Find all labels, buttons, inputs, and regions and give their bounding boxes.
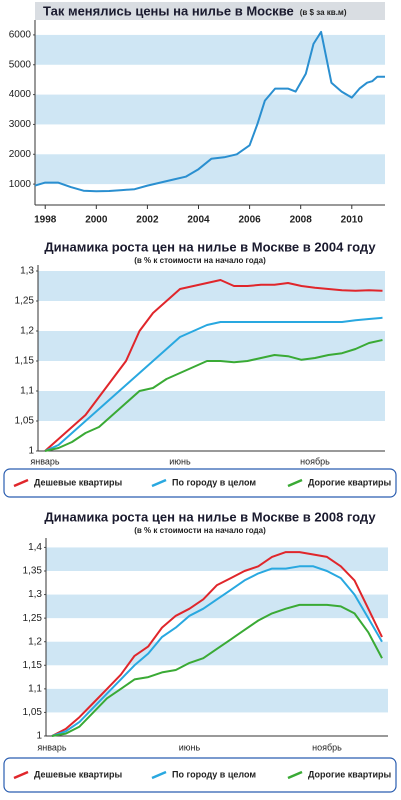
y-tick-label: 1,2 [28,636,42,647]
legend-swatch [13,478,29,488]
y-tick-label: 1,3 [20,266,34,277]
band [38,331,385,361]
band [46,547,388,571]
y-tick-label: 1,05 [23,707,43,718]
series-line [51,603,383,737]
x-tick-label: 2002 [136,215,159,226]
series-line [51,551,383,737]
legend-box [3,757,397,793]
legend-label: Дорогие квартиры [308,477,392,487]
y-tick-label: 1000 [9,179,32,190]
chart-title: Динамика роста цен на нилье в Москве в 2… [44,239,376,254]
y-tick-label: 1,4 [28,542,42,553]
band [38,271,385,301]
y-tick-label: 1,1 [28,683,42,694]
legend-label: По городу в целом [172,477,256,487]
legend-label: Дешевые квартиры [34,477,122,487]
y-tick-label: 1,25 [23,613,43,624]
band [46,641,388,666]
legend-swatch [151,478,167,488]
band [46,688,388,713]
band [35,34,385,65]
chart-title: Динамика роста цен на нилье в Москве в 2… [44,509,376,524]
y-tick-label: 4000 [9,89,32,100]
y-tick-label: 1,15 [23,660,43,671]
y-tick-label: 1 [36,731,42,742]
y-tick-label: 1 [28,446,34,457]
legend-label: Дешевые квартиры [34,769,122,779]
legend-swatch [13,770,29,780]
y-tick-label: 5000 [9,59,32,70]
legend-swatch [287,478,303,488]
series-line [51,565,383,737]
x-tick-label: 2000 [85,215,108,226]
y-tick-label: 3000 [9,119,32,130]
y-tick-label: 1,2 [20,326,34,337]
y-tick-label: 1,25 [15,296,35,307]
chart-title: Так менялись цены на нилье в Москве [43,3,294,18]
title-bg [35,2,385,20]
y-tick-label: 1,05 [15,416,35,427]
x-tick-label: 2006 [238,215,261,226]
x-tick-label: ноябрь [300,456,330,466]
x-tick-label: ноябрь [312,742,342,752]
y-tick-label: 1,1 [20,386,34,397]
chart-subtitle: (в % к стоимости на начало года) [134,526,266,535]
x-tick-label: июнь [179,742,201,752]
y-tick-label: 1,3 [28,589,42,600]
legend-label: По городу в целом [172,769,256,779]
band [46,594,388,619]
legend-box [3,468,397,498]
series-line [44,339,383,452]
y-tick-label: 6000 [9,30,32,41]
series-line [44,279,383,452]
title-note: (в $ за кв.м) [300,8,347,17]
band [38,391,385,421]
x-tick-label: январь [30,456,60,466]
legend-swatch [287,770,303,780]
legend-swatch [151,770,167,780]
band [35,94,385,125]
x-tick-label: 2008 [290,215,313,226]
y-tick-label: 2000 [9,149,32,160]
x-tick-label: июнь [169,456,191,466]
x-tick-label: 2010 [341,215,364,226]
series-line [34,30,385,193]
y-tick-label: 1,15 [15,356,35,367]
x-tick-label: январь [37,742,67,752]
x-tick-label: 2004 [187,215,210,226]
legend-label: Дорогие квартиры [308,769,392,779]
chart-subtitle: (в % к стоимости на начало года) [134,256,266,265]
series-line [44,316,383,452]
x-tick-label: 1998 [34,215,57,226]
y-tick-label: 1,35 [23,566,43,577]
